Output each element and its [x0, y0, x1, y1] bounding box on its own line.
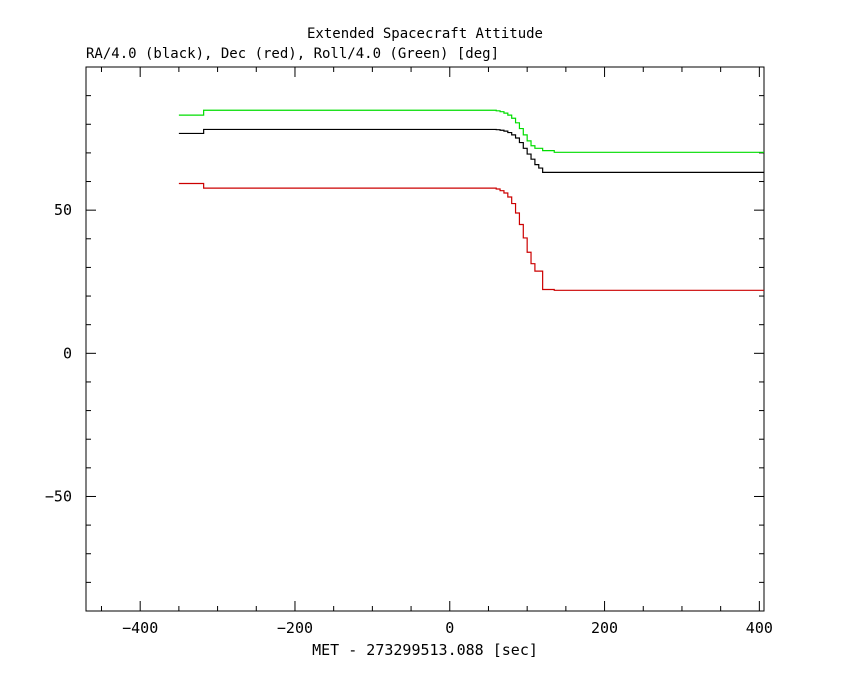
chart-subtitle: RA/4.0 (black), Dec (red), Roll/4.0 (Gre… — [86, 46, 499, 62]
plot-frame — [85, 66, 765, 612]
x-tick-label: −200 — [277, 619, 313, 637]
series-line-0 — [178, 128, 764, 173]
y-tick-label: −50 — [45, 487, 72, 505]
series-line-1 — [178, 182, 764, 291]
x-tick-label: 0 — [445, 619, 454, 637]
x-tick-label: 200 — [591, 619, 618, 637]
series-group — [178, 109, 764, 291]
x-tick-label: 400 — [746, 619, 773, 637]
tick-labels: −400 −200 0 200 400 −50 0 50 — [45, 201, 773, 637]
axis-ticks — [86, 66, 764, 612]
chart-title: Extended Spacecraft Attitude — [307, 26, 543, 42]
y-tick-label: 0 — [63, 344, 72, 362]
series-line-2 — [178, 109, 764, 153]
y-tick-label: 50 — [54, 201, 72, 219]
x-tick-label: −400 — [122, 619, 158, 637]
x-axis-label: MET - 273299513.088 [sec] — [312, 641, 538, 659]
